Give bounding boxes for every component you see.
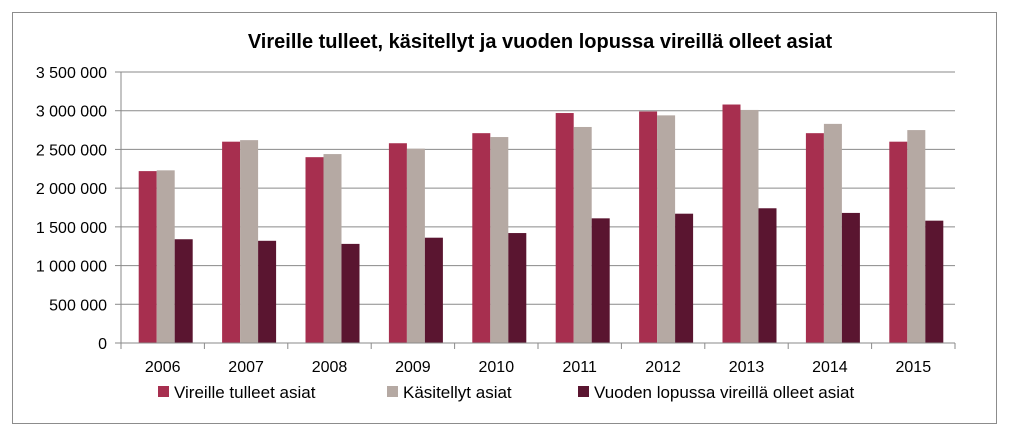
legend-label: Käsitellyt asiat (403, 383, 512, 402)
legend-swatch (158, 386, 169, 397)
x-tick-label: 2013 (729, 359, 765, 376)
x-tick-label: 2007 (228, 359, 264, 376)
x-tick-label: 2011 (562, 359, 597, 376)
bar-2013-series-1 (722, 104, 741, 344)
x-tick-label: 2015 (896, 359, 932, 376)
bar-2007-series-1 (222, 141, 241, 343)
x-tick-label: 2008 (312, 359, 348, 376)
legend: Vireille tulleet asiat Käsitellyt asiat Vu… (158, 383, 854, 402)
y-tick-label: 1 000 000 (36, 259, 107, 276)
bar-2010-series-3 (508, 233, 527, 343)
bar-2008-series-2 (323, 154, 342, 343)
legend-label: Vuoden lopussa vireillä olleet asiat (594, 383, 854, 402)
bar-2013-series-2 (740, 109, 759, 343)
x-tick-label: 2006 (145, 359, 181, 376)
bar-2011-series-2 (573, 126, 592, 343)
bar-2007-series-3 (258, 240, 277, 343)
bar-2012-series-3 (675, 213, 694, 343)
legend-swatch (387, 386, 398, 397)
y-tick-label: 500 000 (49, 297, 107, 314)
bar-2014-series-1 (805, 133, 824, 343)
x-axis-ticks: 2006 2007 2008 2009 2010 2011 2012 2013 2014 2015 (145, 359, 931, 376)
bars (138, 104, 944, 344)
legend-label: Vireille tulleet asiat (174, 383, 316, 402)
bar-2011-series-1 (555, 113, 574, 343)
bar-2015-series-1 (889, 141, 908, 343)
bar-2006-series-3 (174, 239, 193, 343)
y-tick-label: 2 500 000 (36, 142, 107, 159)
x-tick-label: 2009 (395, 359, 431, 376)
bar-2009-series-3 (424, 237, 443, 343)
bar-2015-series-2 (907, 130, 926, 343)
bar-2011-series-3 (591, 218, 610, 343)
bar-2014-series-2 (823, 123, 842, 344)
bar-2013-series-3 (758, 208, 777, 343)
bar-2006-series-1 (138, 171, 157, 343)
bar-2012-series-1 (639, 111, 658, 343)
bar-2015-series-3 (925, 220, 944, 343)
chart-title: Vireille tulleet, käsitellyt ja vuoden l… (248, 31, 833, 53)
y-tick-label: 3 500 000 (36, 65, 107, 82)
axis-lines (115, 71, 956, 349)
y-tick-label: 1 500 000 (36, 220, 107, 237)
bar-2009-series-2 (406, 148, 425, 343)
y-axis-ticks: 0 500 000 1 000 000 1 500 000 2 000 000 2 500… (36, 65, 107, 353)
x-tick-label: 2014 (812, 359, 848, 376)
bar-2009-series-1 (388, 143, 407, 343)
bar-2010-series-1 (472, 133, 491, 343)
y-tick-label: 2 000 000 (36, 181, 107, 198)
y-tick-label: 0 (98, 336, 107, 353)
bar-2007-series-2 (240, 140, 259, 343)
bar-2012-series-2 (657, 115, 676, 343)
y-tick-label: 3 000 000 (36, 104, 107, 121)
legend-swatch (578, 386, 589, 397)
bar-2008-series-3 (341, 243, 360, 343)
bar-2006-series-2 (156, 170, 175, 343)
bar-2014-series-3 (841, 212, 860, 343)
bar-2010-series-2 (490, 137, 509, 343)
bar-2008-series-1 (305, 157, 324, 343)
x-tick-label: 2012 (645, 359, 681, 376)
x-tick-label: 2010 (479, 359, 515, 376)
